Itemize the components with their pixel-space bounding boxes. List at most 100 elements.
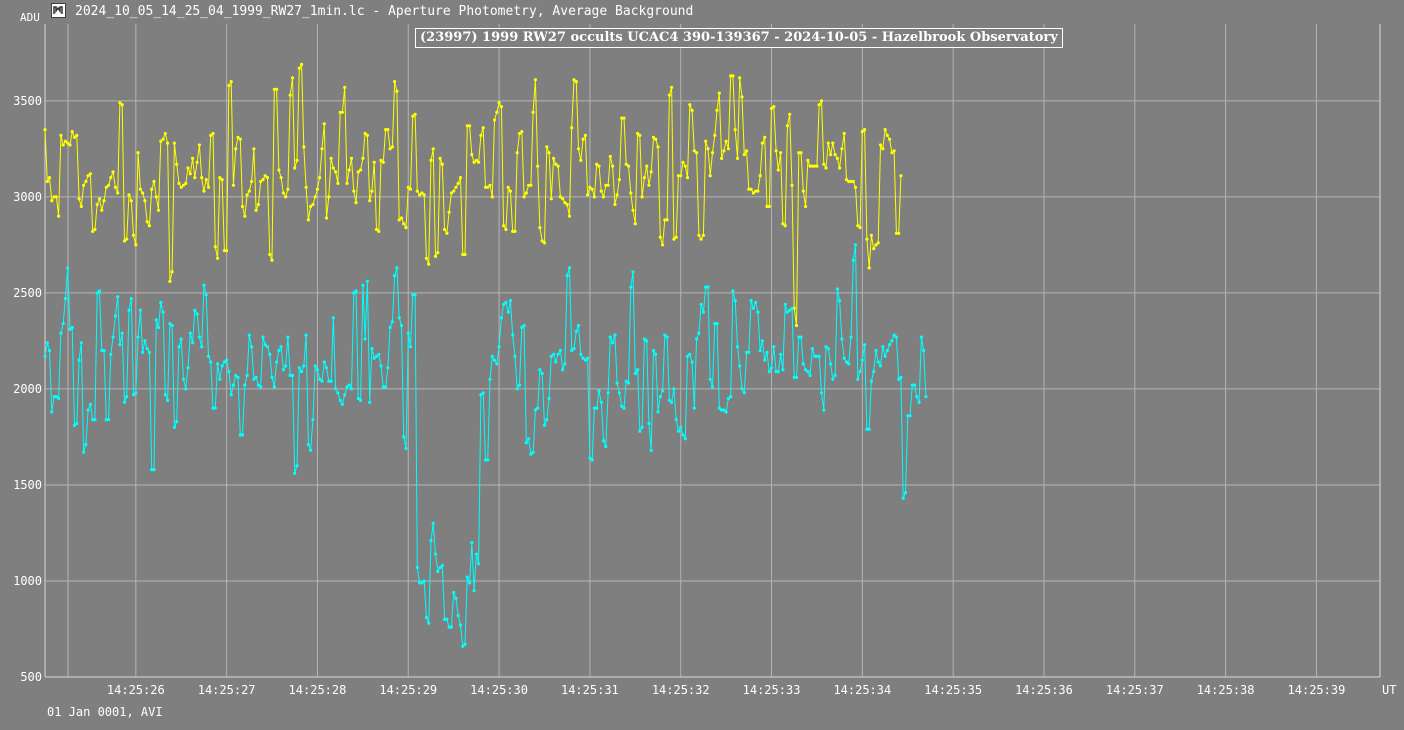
data-point xyxy=(720,156,724,160)
data-point xyxy=(231,383,235,387)
data-point xyxy=(508,299,512,303)
data-point xyxy=(629,191,633,195)
data-point xyxy=(86,174,90,178)
data-point xyxy=(813,164,817,168)
data-point xyxy=(45,179,49,184)
data-point xyxy=(61,143,65,147)
data-point xyxy=(272,385,276,389)
data-point xyxy=(324,366,329,370)
y-axis: 500 1000 1500 2000 2500 3000 3500 xyxy=(13,94,42,684)
data-point xyxy=(120,331,124,335)
data-point xyxy=(531,450,535,454)
data-point xyxy=(506,310,510,314)
data-point xyxy=(420,191,424,195)
data-point xyxy=(754,300,758,305)
data-point xyxy=(231,183,235,187)
data-point xyxy=(443,617,447,622)
data-point xyxy=(468,581,472,585)
data-point xyxy=(826,141,830,145)
data-point xyxy=(915,395,919,399)
data-point xyxy=(315,187,319,191)
data-point xyxy=(306,218,310,222)
data-point xyxy=(581,356,585,360)
data-point xyxy=(59,133,63,137)
x-tick-label: 14:25:32 xyxy=(652,683,710,697)
data-point xyxy=(576,147,581,151)
data-point xyxy=(104,185,108,189)
data-point xyxy=(63,297,67,301)
data-point xyxy=(695,151,699,155)
data-point xyxy=(465,575,469,579)
data-point xyxy=(869,379,874,383)
data-point xyxy=(697,233,701,237)
data-point xyxy=(508,189,512,193)
data-point xyxy=(665,335,669,339)
data-point xyxy=(284,364,288,368)
data-point xyxy=(384,128,388,132)
data-point xyxy=(738,364,742,368)
data-point xyxy=(463,252,467,257)
data-point xyxy=(538,226,542,230)
data-point xyxy=(658,395,662,399)
data-point xyxy=(647,421,651,426)
plot-frame xyxy=(44,24,1381,678)
data-point xyxy=(470,541,474,545)
data-point xyxy=(154,318,158,322)
data-point xyxy=(817,354,821,358)
data-point xyxy=(95,291,99,295)
series-group xyxy=(43,62,928,648)
data-point xyxy=(281,368,285,372)
data-point xyxy=(131,393,136,397)
data-point xyxy=(107,418,111,422)
data-point xyxy=(474,552,478,556)
data-point xyxy=(211,131,215,136)
data-point xyxy=(674,418,678,422)
data-point xyxy=(511,333,515,337)
data-point xyxy=(404,226,408,230)
x-tick-label: 14:25:27 xyxy=(198,683,256,697)
data-point xyxy=(829,362,833,366)
data-point xyxy=(433,552,438,556)
data-point xyxy=(801,362,805,366)
data-point xyxy=(604,183,608,187)
data-point xyxy=(810,164,815,168)
data-point xyxy=(220,364,224,368)
data-point xyxy=(522,195,526,199)
data-point xyxy=(236,135,240,139)
data-point xyxy=(156,208,161,212)
data-point xyxy=(601,439,606,443)
data-point xyxy=(163,131,167,136)
data-point xyxy=(706,147,710,151)
data-point xyxy=(136,151,140,155)
data-point xyxy=(91,418,95,422)
data-point xyxy=(819,99,824,103)
lightcurve-app-icon[interactable] xyxy=(51,3,66,18)
data-point xyxy=(615,381,619,385)
data-point xyxy=(438,565,442,570)
data-point xyxy=(581,137,585,141)
data-point xyxy=(370,347,374,351)
data-point xyxy=(204,178,208,182)
data-point xyxy=(197,143,201,147)
data-point xyxy=(527,437,531,441)
data-point xyxy=(345,385,349,389)
data-point xyxy=(785,310,790,314)
data-point xyxy=(670,85,674,89)
data-point xyxy=(52,395,56,399)
data-point xyxy=(111,335,115,339)
data-point xyxy=(633,222,637,226)
data-point xyxy=(756,310,760,314)
data-point xyxy=(858,226,862,230)
data-point xyxy=(440,162,444,166)
data-point xyxy=(747,350,751,354)
data-point xyxy=(97,197,102,201)
y-axis-unit: ADU xyxy=(20,11,40,24)
window-title: 2024_10_05_14_25_04_1999_RW27_1min.lc - … xyxy=(75,4,694,19)
data-point xyxy=(726,147,731,151)
data-point xyxy=(690,360,694,364)
data-point xyxy=(853,243,858,247)
data-point xyxy=(229,80,233,84)
data-point xyxy=(138,187,142,191)
data-point xyxy=(218,176,222,180)
data-point xyxy=(418,581,422,585)
